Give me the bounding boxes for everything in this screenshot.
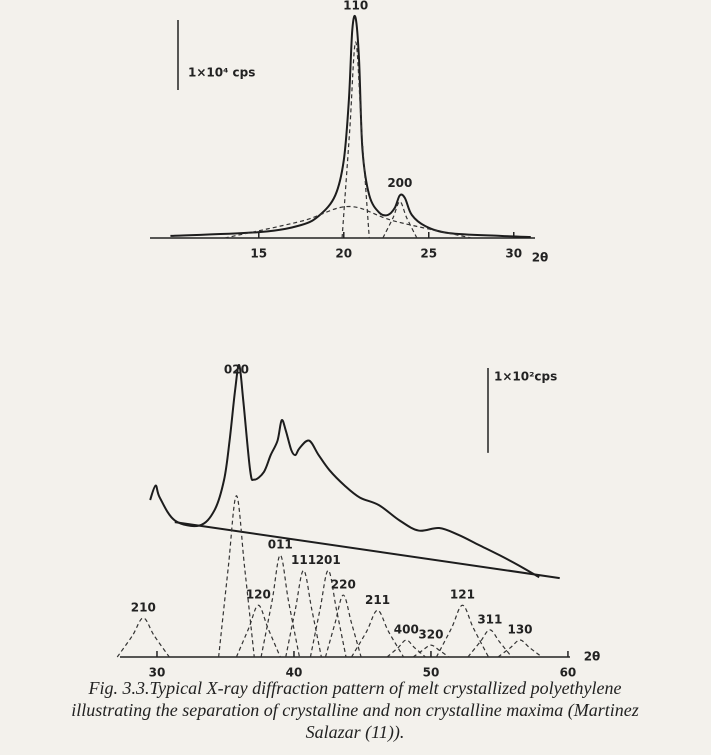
- peak-label: 200: [387, 176, 412, 190]
- peak-label: 111: [291, 553, 316, 567]
- x-tick-label: 60: [560, 666, 577, 680]
- peak-label: 110: [343, 0, 368, 13]
- component-peak: [235, 604, 281, 658]
- peak-label: 311: [477, 612, 502, 626]
- x-tick-label: 30: [505, 247, 522, 261]
- x-tick-label: 25: [420, 247, 437, 261]
- x-tick-label: 15: [250, 247, 267, 261]
- caption-line: illustrating the separation of crystalli…: [71, 700, 638, 721]
- peak-label: 121: [450, 588, 475, 602]
- data-curve: [174, 521, 560, 580]
- component-peak: [350, 609, 405, 658]
- component-peak: [285, 569, 322, 658]
- peak-label: 020: [224, 363, 249, 377]
- peak-label: 011: [268, 538, 293, 552]
- component-peak: [341, 41, 370, 239]
- x-tick-label: 20: [335, 247, 352, 261]
- x-tick-label: 50: [423, 666, 440, 680]
- component-peak: [260, 554, 301, 658]
- peak-label: 210: [131, 600, 156, 614]
- x-axis-label: 2θ: [584, 650, 601, 664]
- scale-bar-label: 1×10⁴ cps: [188, 66, 255, 80]
- component-peak: [497, 639, 543, 658]
- component-peak: [218, 495, 255, 658]
- component-peak: [224, 205, 472, 239]
- component-peak: [435, 604, 490, 658]
- caption-line: Salazar (11)).: [306, 722, 405, 743]
- component-peak: [467, 629, 513, 658]
- peak-label: 120: [246, 588, 271, 602]
- peak-label: 320: [418, 628, 443, 642]
- scale-bar-label: 1×10²cps: [494, 370, 557, 384]
- caption-line: Fig. 3.3.Typical X-ray diffraction patte…: [87, 678, 621, 698]
- component-peak: [309, 569, 347, 658]
- peak-label: 400: [394, 623, 419, 637]
- data-curve: [149, 364, 540, 579]
- component-peak: [382, 200, 418, 239]
- peak-label: 211: [365, 593, 390, 607]
- component-peak: [324, 594, 362, 658]
- component-peak: [412, 644, 450, 658]
- peak-label: 201: [316, 553, 341, 567]
- component-peak: [116, 617, 170, 658]
- x-axis-label: 2θ: [532, 251, 549, 265]
- x-tick-label: 40: [286, 666, 303, 680]
- x-tick-label: 30: [149, 666, 166, 680]
- component-peak: [386, 639, 426, 658]
- peak-label: 220: [331, 578, 356, 592]
- peak-label: 130: [507, 623, 532, 637]
